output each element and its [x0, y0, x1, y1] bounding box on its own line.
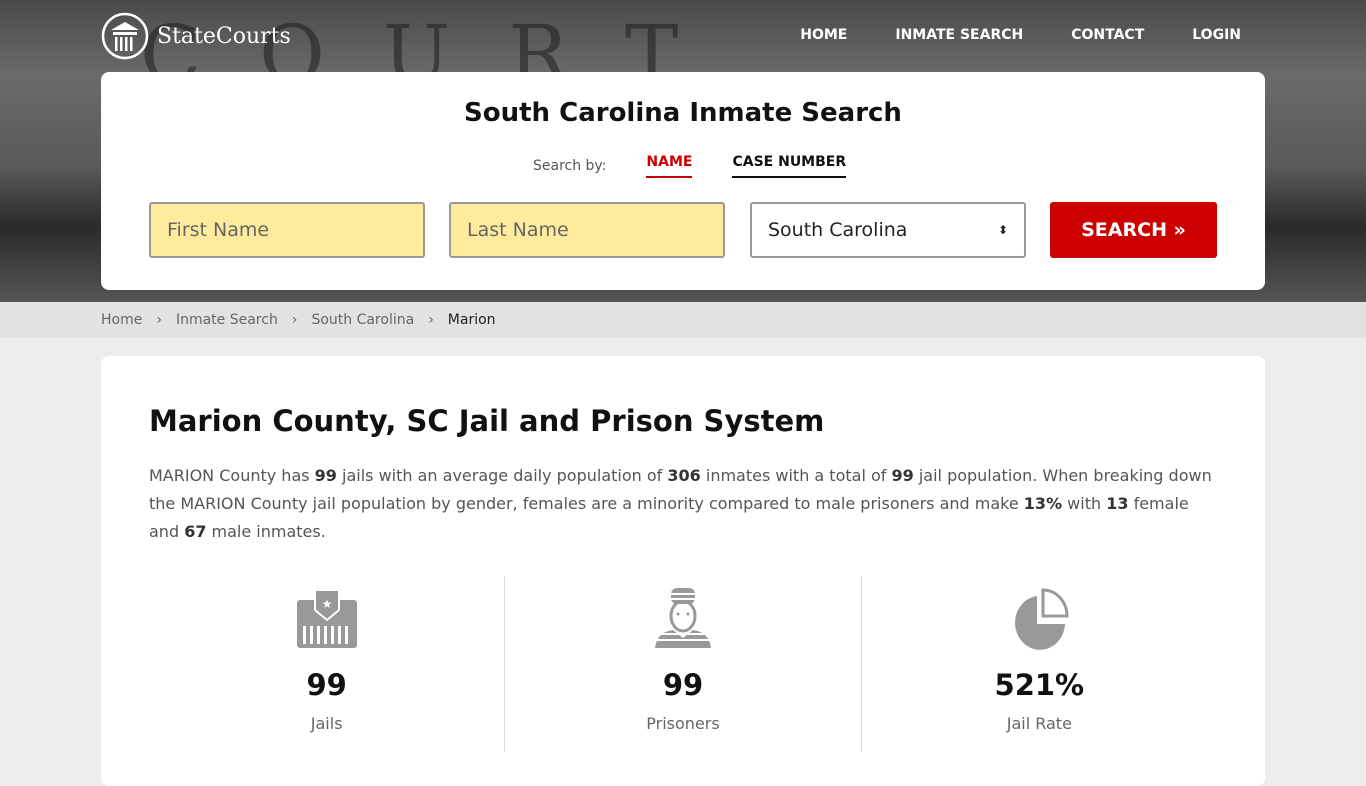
top-nav: HOME INMATE SEARCH CONTACT LOGIN	[800, 27, 1241, 43]
stat-prisoners: 99 Prisoners	[504, 576, 860, 752]
logo-text: StateCourts	[157, 23, 291, 49]
tab-case-number[interactable]: CASE NUMBER	[732, 154, 847, 178]
prisoners-label: Prisoners	[646, 714, 720, 733]
nav-login[interactable]: LOGIN	[1192, 27, 1241, 43]
page-title: Marion County, SC Jail and Prison System	[149, 404, 825, 438]
stat-jail-rate: 521% Jail Rate	[860, 576, 1217, 752]
chevron-right-icon: ›	[291, 312, 298, 328]
jails-value: 99	[306, 668, 347, 702]
pie-chart-icon	[1015, 588, 1069, 650]
breadcrumb-home[interactable]: Home	[101, 312, 143, 328]
jail-icon: ★	[296, 589, 357, 648]
county-description: MARION County has 99 jails with an avera…	[149, 466, 1212, 541]
select-arrows-icon: ⬍	[997, 223, 1008, 237]
prisoners-value: 99	[662, 668, 704, 702]
breadcrumb-current: Marion	[447, 312, 496, 328]
courthouse-logo-icon	[101, 12, 149, 60]
nav-inmate-search[interactable]: INMATE SEARCH	[895, 27, 1024, 43]
logo[interactable]: StateCourts	[101, 12, 291, 60]
chevron-right-icon: ›	[428, 312, 434, 328]
last-name-input[interactable]: Last Name	[449, 202, 725, 258]
state-select[interactable]: South Carolina ⬍	[750, 202, 1026, 258]
jail-rate-value: 521%	[994, 668, 1085, 702]
search-tabs: Search by: NAME CASE NUMBER	[533, 154, 886, 178]
search-by-label: Search by:	[533, 158, 607, 174]
nav-contact[interactable]: CONTACT	[1071, 27, 1145, 43]
state-value: South Carolina	[768, 219, 908, 241]
search-title: South Carolina Inmate Search	[464, 98, 902, 128]
search-button[interactable]: SEARCH »	[1050, 202, 1217, 258]
jails-label: Jails	[310, 714, 343, 733]
svg-text:★: ★	[321, 597, 332, 611]
county-info-card: Marion County, SC Jail and Prison System…	[101, 356, 1265, 786]
tab-name[interactable]: NAME	[646, 154, 693, 178]
breadcrumb-inmate-search[interactable]: Inmate Search	[175, 312, 278, 328]
nav-home[interactable]: HOME	[800, 27, 848, 43]
breadcrumb-state[interactable]: South Carolina	[311, 312, 415, 328]
stat-jails: ★ 99 Jails	[149, 576, 504, 752]
stats-row: ★ 99 Jails 99 Prisoners 521% Jail Rate	[149, 576, 1217, 752]
prisoner-icon	[654, 588, 711, 648]
chevron-right-icon: ›	[156, 312, 162, 328]
jail-rate-label: Jail Rate	[1006, 714, 1072, 733]
search-card: South Carolina Inmate Search Search by: …	[101, 72, 1265, 290]
breadcrumb: Home › Inmate Search › South Carolina › Mar…	[0, 302, 1366, 338]
first-name-input[interactable]: First Name	[149, 202, 425, 258]
